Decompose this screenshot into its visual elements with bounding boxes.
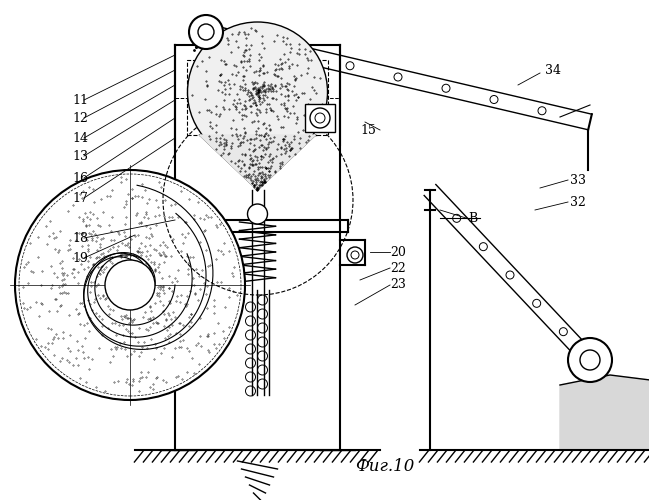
Text: B: B [468, 212, 477, 224]
Text: 33: 33 [570, 174, 586, 186]
Text: 12: 12 [72, 112, 88, 124]
Text: 23: 23 [390, 278, 406, 291]
Polygon shape [560, 375, 649, 450]
Text: 20: 20 [390, 246, 406, 258]
Bar [187, 60, 328, 135]
Text: 32: 32 [570, 196, 586, 208]
Polygon shape [199, 135, 315, 190]
Text: 16: 16 [72, 172, 88, 184]
Circle shape [105, 260, 155, 310]
Bar [305, 104, 335, 132]
Text: 17: 17 [72, 192, 88, 204]
Circle shape [347, 247, 363, 263]
Circle shape [568, 338, 612, 382]
Circle shape [15, 170, 245, 400]
Circle shape [310, 108, 330, 128]
Text: 19: 19 [72, 252, 88, 264]
Text: 22: 22 [390, 262, 406, 274]
Text: 13: 13 [72, 150, 88, 162]
Text: 18: 18 [72, 232, 88, 244]
Text: Фиг.10: Фиг.10 [355, 458, 414, 475]
Text: 11: 11 [72, 94, 88, 106]
Text: 14: 14 [72, 132, 88, 144]
Text: 34: 34 [545, 64, 561, 76]
Circle shape [247, 204, 267, 224]
Text: 15: 15 [360, 124, 376, 136]
Circle shape [188, 22, 328, 162]
Circle shape [189, 15, 223, 49]
